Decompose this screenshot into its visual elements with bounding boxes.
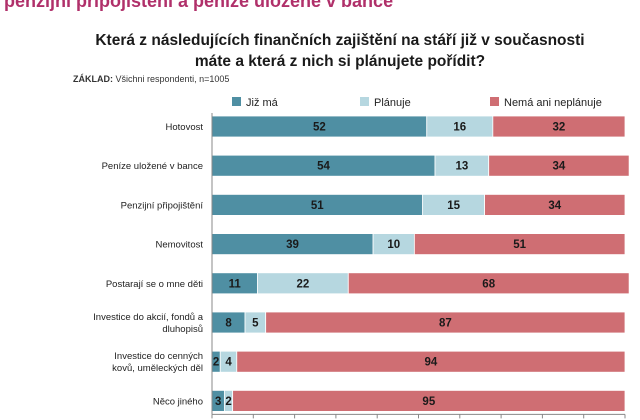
data-label: 52 <box>313 122 326 134</box>
chart-title: Která z následujících finančních zajiště… <box>95 32 585 70</box>
data-label: 8 <box>225 318 232 330</box>
data-label: 34 <box>553 161 566 173</box>
data-label: 68 <box>482 278 495 290</box>
category-label: Investice do akcií, fondů a dluhopisů <box>93 312 204 335</box>
bar-segment-nema-ani-neplanuje <box>347 272 630 295</box>
bar-segment-nema-ani-neplanuje <box>484 193 626 216</box>
category-label: Peníze uložené v bance <box>102 161 203 172</box>
category-label: Postarají se o mne děti <box>106 279 203 290</box>
base-label: ZÁKLAD: <box>73 74 113 84</box>
category-label: Hotovost <box>166 122 204 133</box>
bar-segment-nema-ani-neplanuje <box>488 154 630 177</box>
category-label: Investice do cenných kovů, uměleckých děl <box>112 351 203 374</box>
bar-segment-nema-ani-neplanuje <box>232 389 626 412</box>
bar-segment-nema-ani-neplanuje <box>413 233 626 256</box>
data-label: 16 <box>453 122 466 134</box>
data-label: 5 <box>252 318 259 330</box>
category-label: Penzijní připojištění <box>121 200 204 211</box>
data-label: 39 <box>286 239 299 251</box>
data-label: 3 <box>215 396 221 408</box>
legend-swatch <box>360 97 369 106</box>
bar-segment-nema-ani-neplanuje <box>236 350 626 373</box>
bar-segment-nema-ani-neplanuje <box>492 115 626 138</box>
data-label: 22 <box>296 278 309 290</box>
legend-label: Nemá ani neplánuje <box>504 97 602 109</box>
data-label: 87 <box>439 318 452 330</box>
category-label: Něco jiného <box>153 396 203 407</box>
data-label: 13 <box>455 161 468 173</box>
data-label: 11 <box>229 278 242 290</box>
data-label: 54 <box>317 161 330 173</box>
base-text: Všichni respondenti, n=1005 <box>115 74 230 84</box>
legend-item-jiz-ma: Již má <box>232 97 279 109</box>
data-label: 4 <box>225 357 232 369</box>
chart-base-note: ZÁKLAD: Všichni respondenti, n=1005 <box>73 74 229 84</box>
bar-segment-nema-ani-neplanuje <box>265 311 626 334</box>
data-label: 2 <box>213 357 219 369</box>
legend-swatch <box>232 97 241 106</box>
data-label: 51 <box>311 200 324 212</box>
page-heading: penzijní připojištění a peníze uložené v… <box>4 0 394 11</box>
legend-item-nema-ani-neplanuje: Nemá ani neplánuje <box>490 97 602 109</box>
data-label: 15 <box>447 200 460 212</box>
legend-swatch <box>490 97 499 106</box>
data-label: 2 <box>225 396 231 408</box>
data-label: 10 <box>387 239 400 251</box>
legend-label: Již má <box>246 97 279 109</box>
data-label: 95 <box>422 396 435 408</box>
category-label: Nemovitost <box>155 240 203 251</box>
data-label: 32 <box>553 122 566 134</box>
legend-item-planuje: Plánuje <box>360 97 411 109</box>
legend-label: Plánuje <box>374 97 411 109</box>
data-label: 34 <box>548 200 561 212</box>
data-label: 51 <box>513 239 526 251</box>
data-label: 94 <box>424 357 437 369</box>
